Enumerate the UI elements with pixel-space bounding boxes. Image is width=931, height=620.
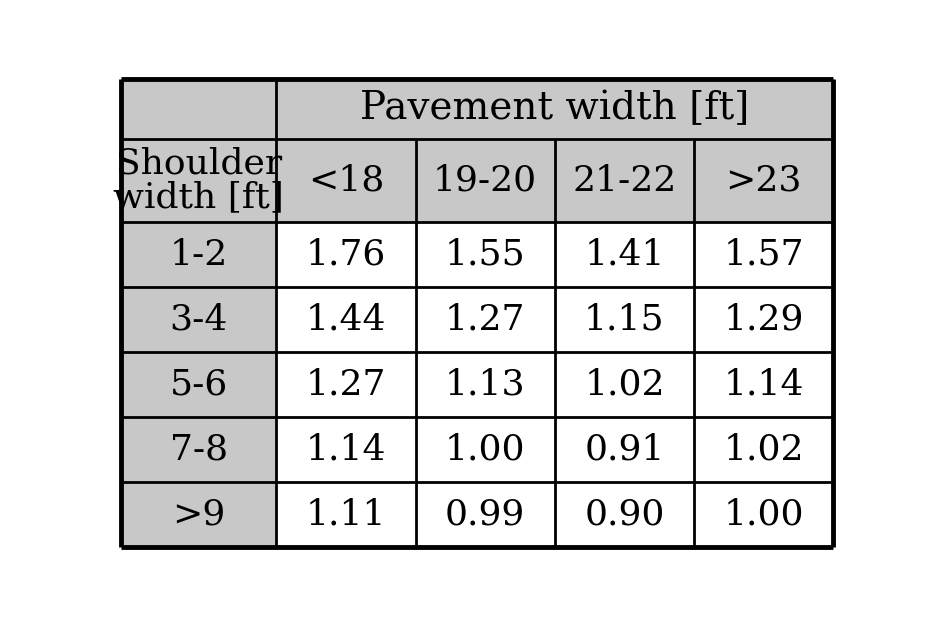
Bar (277, 352, 415, 417)
Bar (694, 482, 833, 547)
Bar (555, 417, 694, 482)
Bar (415, 223, 555, 287)
Text: 1.44: 1.44 (305, 303, 386, 337)
Bar (555, 287, 694, 352)
Bar (121, 417, 277, 482)
Text: 1.29: 1.29 (723, 303, 803, 337)
Text: 5-6: 5-6 (169, 368, 228, 402)
Bar (694, 139, 833, 223)
Bar (415, 287, 555, 352)
Text: 3-4: 3-4 (169, 303, 228, 337)
Text: 1.02: 1.02 (584, 368, 665, 402)
Text: Shoulder: Shoulder (115, 147, 282, 181)
Text: 1.15: 1.15 (584, 303, 665, 337)
Bar (555, 223, 694, 287)
Bar (555, 352, 694, 417)
Bar (694, 223, 833, 287)
Bar (121, 287, 277, 352)
Text: 1.14: 1.14 (723, 368, 803, 402)
Text: 1.02: 1.02 (723, 433, 803, 467)
Bar (415, 482, 555, 547)
Text: 1.27: 1.27 (445, 303, 525, 337)
Bar (415, 352, 555, 417)
Text: 21-22: 21-22 (573, 164, 677, 198)
Bar (277, 417, 415, 482)
Bar (277, 139, 415, 223)
Bar (277, 287, 415, 352)
Text: 7-8: 7-8 (169, 433, 228, 467)
Text: 1.55: 1.55 (445, 237, 525, 272)
Text: 0.91: 0.91 (585, 433, 665, 467)
Text: 1-2: 1-2 (169, 237, 228, 272)
Text: 1.14: 1.14 (305, 433, 386, 467)
Bar (694, 417, 833, 482)
Text: 1.27: 1.27 (305, 368, 386, 402)
Text: Pavement width [ft]: Pavement width [ft] (360, 91, 749, 128)
Bar (555, 482, 694, 547)
Bar (121, 352, 277, 417)
Text: 1.76: 1.76 (305, 237, 386, 272)
Bar (121, 139, 277, 223)
Text: 19-20: 19-20 (433, 164, 537, 198)
Bar (694, 352, 833, 417)
Text: 1.00: 1.00 (445, 433, 525, 467)
Bar (277, 482, 415, 547)
Bar (277, 223, 415, 287)
Text: 0.90: 0.90 (585, 498, 665, 532)
Text: 1.41: 1.41 (584, 237, 665, 272)
Bar (415, 139, 555, 223)
Text: 1.13: 1.13 (445, 368, 525, 402)
Bar (555, 139, 694, 223)
Text: 1.57: 1.57 (723, 237, 803, 272)
Bar (415, 417, 555, 482)
Text: <18: <18 (308, 164, 385, 198)
Bar (121, 79, 277, 139)
Text: width [ft]: width [ft] (114, 180, 284, 215)
Bar (694, 287, 833, 352)
Text: 1.00: 1.00 (723, 498, 803, 532)
Text: 1.11: 1.11 (305, 498, 386, 532)
Bar (121, 482, 277, 547)
Text: >9: >9 (172, 498, 225, 532)
Bar (121, 223, 277, 287)
Text: 0.99: 0.99 (445, 498, 525, 532)
Text: >23: >23 (725, 164, 802, 198)
Bar (277, 79, 833, 139)
